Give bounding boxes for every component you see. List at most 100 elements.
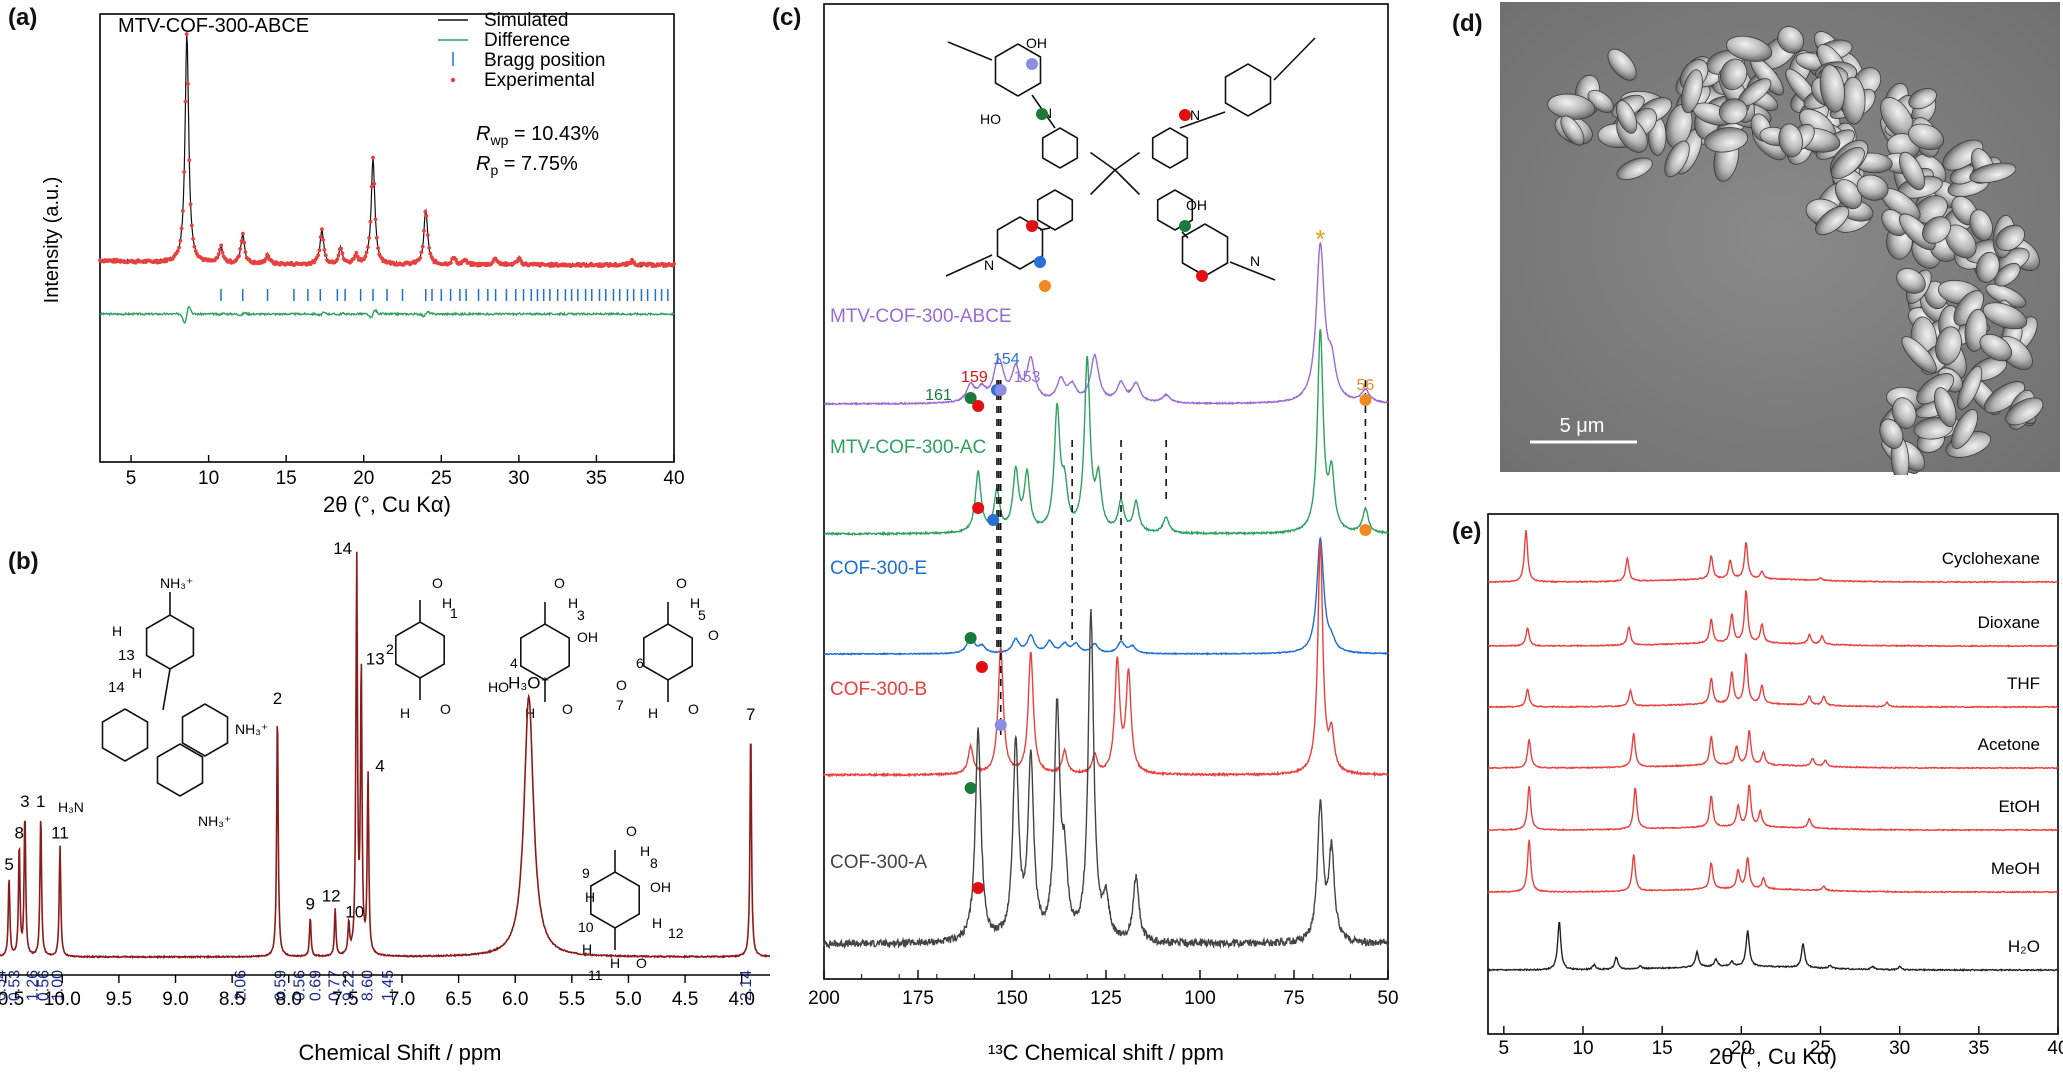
experimental-point xyxy=(192,244,197,249)
experimental-point xyxy=(317,248,322,253)
pxrd-pattern xyxy=(1487,530,2059,584)
legend-entry: Experimental xyxy=(484,70,595,91)
structure-label: N xyxy=(1190,107,1200,123)
experimental-point xyxy=(427,245,431,250)
experimental-point xyxy=(362,257,366,262)
crystal-flake xyxy=(2005,397,2044,426)
crystal-flake xyxy=(1942,139,1984,171)
experimental-point xyxy=(178,238,183,243)
crystal-flake xyxy=(1899,151,1925,191)
solvent-label: EtOH xyxy=(1998,797,2040,816)
crystal-flake xyxy=(1726,35,1773,62)
experimental-point xyxy=(323,253,328,258)
x-tick-label-e: 5 xyxy=(1499,1038,1510,1059)
x-tick-label-b: 10.5 xyxy=(0,989,24,1010)
ssnmr-spectrum xyxy=(823,541,1389,778)
peak-label: 5 xyxy=(4,855,13,874)
experimental-point xyxy=(241,231,245,236)
benzene-ring xyxy=(145,614,195,670)
sem-image: 5 μm xyxy=(1500,2,2060,475)
experimental-point xyxy=(263,257,268,261)
carbon-marker xyxy=(964,392,977,404)
structure-label: O xyxy=(688,701,699,717)
series-label-c: COF-300-E xyxy=(830,558,927,579)
structure-label: H xyxy=(585,889,595,905)
experimental-point xyxy=(374,235,379,240)
structure-label: NH₃⁺ xyxy=(160,575,193,591)
structure-label: O xyxy=(626,823,637,839)
crystal-flake xyxy=(1856,174,1889,201)
integrals: 0.540.53 1.260.561.00 2.06 0.59 0.560.69 0.77… xyxy=(0,970,755,1001)
experimental-point xyxy=(425,233,430,237)
crystal-flake xyxy=(1994,262,2021,287)
experimental-point xyxy=(219,243,224,248)
structure-label: HO xyxy=(488,679,509,695)
structure-label: 7 xyxy=(616,697,624,713)
x-tick-label-c: 125 xyxy=(1090,988,1122,1009)
structure-label: 9 xyxy=(582,865,590,881)
peak-label: 3 xyxy=(20,792,29,811)
crystal-flake xyxy=(1718,98,1748,125)
x-tick-label-b: 9.0 xyxy=(162,989,188,1010)
crystal-flake xyxy=(1982,302,2028,330)
structure-label: H₃N xyxy=(58,799,84,815)
ssnmr-spectrum xyxy=(823,609,1389,950)
crystal-flake xyxy=(1879,418,1904,449)
benzene-ring xyxy=(1181,223,1229,277)
structure-label: H xyxy=(582,941,592,957)
structure-label: N xyxy=(984,257,994,273)
structure-label: 14 xyxy=(108,679,125,696)
carbon-marker xyxy=(1359,524,1372,536)
difference-line xyxy=(99,306,675,324)
shift-annotation: 154 xyxy=(993,351,1020,368)
x-tick-label-a: 25 xyxy=(431,468,452,489)
crystal-flake xyxy=(1560,115,1585,146)
x-axis-label-a: 2θ (°, Cu Kα) xyxy=(323,492,451,517)
experimental-point xyxy=(188,202,193,207)
structure-label: H xyxy=(442,595,452,611)
peak-label: 7 xyxy=(746,705,755,724)
peak-label: H₃O⁺ xyxy=(508,673,549,692)
pxrd-pattern xyxy=(1487,839,2058,894)
x-tick-label-b: 5.0 xyxy=(615,989,641,1010)
structure-label: H xyxy=(132,665,142,681)
integral-value: 8.60 xyxy=(360,970,377,1001)
benzene-ring xyxy=(1224,63,1272,117)
x-tick-label-a: 5 xyxy=(126,468,137,489)
integral-value: 2.06 xyxy=(233,970,250,1001)
rwp-annotation: Rwp = 10.43% xyxy=(476,123,599,148)
structure-label: O xyxy=(676,575,687,591)
structure-marker xyxy=(1036,108,1048,120)
experimental-point xyxy=(355,254,360,259)
structure-label: O xyxy=(432,575,443,591)
legend-entry: Difference xyxy=(484,30,570,51)
x-tick-label-e: 25 xyxy=(1810,1038,1831,1059)
solvent-asterisk: * xyxy=(1315,224,1325,254)
x-tick-label-c: 50 xyxy=(1377,988,1398,1009)
carbon-marker xyxy=(987,514,1000,526)
structure-label: NH₃⁺ xyxy=(235,721,268,737)
experimental-point xyxy=(320,227,324,232)
structure-label: O xyxy=(562,701,573,717)
experimental-point xyxy=(367,236,371,240)
structure-label: 10 xyxy=(578,919,594,935)
x-tick-label-e: 10 xyxy=(1572,1038,1593,1059)
pxrd-pattern xyxy=(1487,589,2059,648)
scale-bar-label: 5 μm xyxy=(1560,415,1605,437)
structure-label: NH₃⁺ xyxy=(198,813,231,829)
experimental-point xyxy=(316,253,320,257)
crystal-flake xyxy=(1995,224,2025,251)
panel-label-e: (e) xyxy=(1452,518,1482,545)
integral-value: 0.54 xyxy=(0,970,10,1001)
cof-framework-structure: OHHONNOOHNN xyxy=(945,35,1316,292)
integral-value: 1.26 xyxy=(24,970,41,1001)
experimental-point xyxy=(351,256,356,261)
crystal-flake xyxy=(1969,162,2017,184)
experimental-point xyxy=(321,238,326,242)
x-tick-label-c: 200 xyxy=(808,988,840,1009)
benzene-ring xyxy=(519,623,571,681)
correlation-lines xyxy=(996,380,1367,735)
integral-value: 0.59 xyxy=(272,970,289,1001)
